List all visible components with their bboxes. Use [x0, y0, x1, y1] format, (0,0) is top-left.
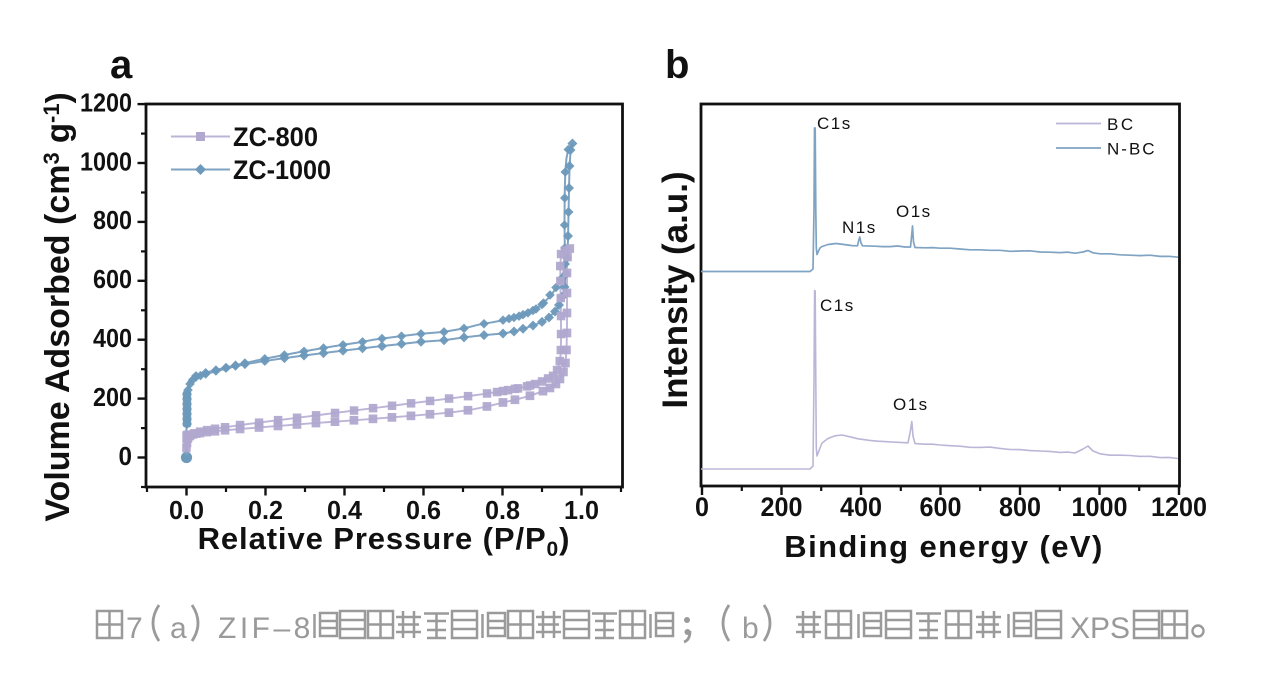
svg-text:C1s: C1s	[817, 114, 852, 133]
svg-text:1000: 1000	[1072, 492, 1128, 522]
svg-text:N-BC: N-BC	[1107, 140, 1157, 159]
svg-text:600: 600	[920, 492, 962, 522]
svg-text:XPS: XPS	[1070, 612, 1130, 645]
svg-text:800: 800	[999, 492, 1041, 522]
svg-text:BC: BC	[1107, 115, 1136, 134]
svg-text:Relative Pressure (P/P0): Relative Pressure (P/P0)	[198, 521, 571, 561]
svg-text:Intensity (a.u.): Intensity (a.u.)	[656, 171, 695, 408]
svg-text:0.6: 0.6	[406, 495, 441, 525]
svg-text:400: 400	[93, 323, 132, 353]
svg-text:1000: 1000	[80, 146, 132, 176]
svg-text:Binding energy (eV): Binding energy (eV)	[784, 529, 1103, 564]
svg-text:0: 0	[119, 441, 133, 471]
svg-text:800: 800	[93, 205, 132, 235]
svg-text:ZC-800: ZC-800	[233, 122, 318, 152]
svg-text:N1s: N1s	[842, 218, 877, 237]
svg-text:200: 200	[93, 382, 132, 412]
svg-text:0: 0	[695, 492, 709, 522]
svg-text:0.2: 0.2	[248, 495, 283, 525]
svg-text:a: a	[170, 612, 187, 645]
svg-text:O1s: O1s	[896, 202, 932, 221]
svg-text:0.8: 0.8	[485, 495, 520, 525]
svg-text:Volume Adsorbed (cm3 g-1): Volume Adsorbed (cm3 g-1)	[39, 92, 77, 521]
svg-text:O1s: O1s	[893, 395, 929, 414]
svg-text:ZIF–8: ZIF–8	[218, 612, 314, 645]
svg-text:a: a	[110, 43, 133, 87]
svg-text:1.0: 1.0	[564, 495, 599, 525]
svg-text:b: b	[665, 43, 689, 87]
svg-text:0.0: 0.0	[169, 495, 204, 525]
svg-text:b: b	[742, 612, 759, 645]
svg-text:600: 600	[93, 264, 132, 294]
svg-text:C1s: C1s	[820, 296, 855, 315]
svg-text:200: 200	[761, 492, 803, 522]
svg-text:0.4: 0.4	[327, 495, 363, 525]
svg-text:1200: 1200	[80, 87, 132, 117]
svg-text:1200: 1200	[1151, 492, 1207, 522]
svg-text:ZC-1000: ZC-1000	[233, 155, 331, 185]
svg-text:7: 7	[126, 612, 143, 645]
svg-text:400: 400	[840, 492, 882, 522]
